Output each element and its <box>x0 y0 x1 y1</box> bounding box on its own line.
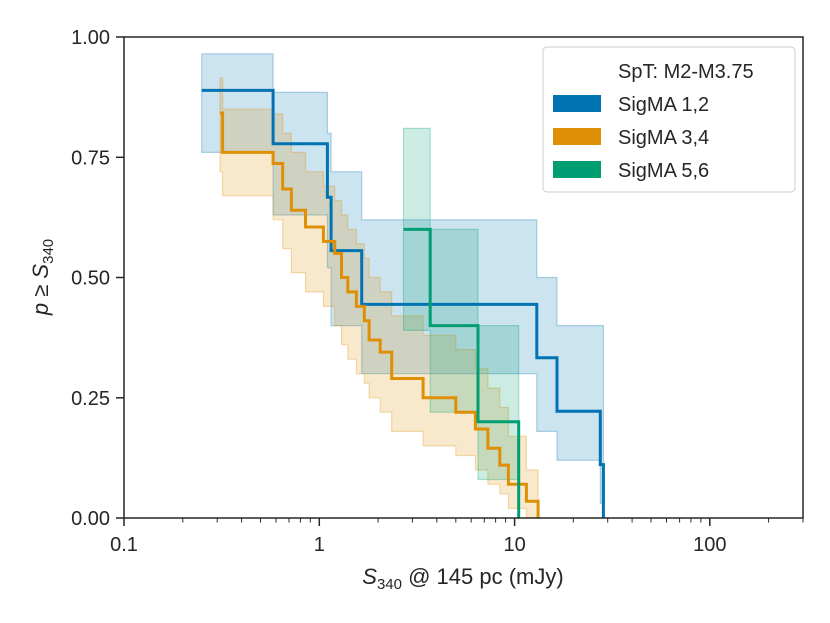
legend-swatch-sigma-3-4 <box>553 128 601 145</box>
legend-swatch-sigma-1-2 <box>553 95 601 112</box>
legend-box <box>542 46 796 193</box>
legend-label-sigma-1-2: SigMA 1,2 <box>618 94 709 116</box>
y-tick-label: 0.25 <box>71 388 110 410</box>
series-lines <box>201 88 605 518</box>
line-sigma-5-6 <box>403 227 521 518</box>
line-sigma-3-4 <box>220 111 540 518</box>
line-sigma-1-2 <box>201 88 605 518</box>
legend-title: SpT: M2-M3.75 <box>618 61 754 83</box>
y-axis-label: p ≥ S340 <box>28 239 57 316</box>
y-tick-label: 1.00 <box>71 27 110 49</box>
legend-swatch-sigma-5-6 <box>553 161 601 178</box>
x-tick-label: 0.1 <box>110 534 138 556</box>
legend-label-sigma-3-4: SigMA 3,4 <box>618 127 709 149</box>
x-tick-label: 1 <box>314 534 325 556</box>
y-tick-label: 0.00 <box>71 508 110 530</box>
y-tick-label: 0.75 <box>71 147 110 169</box>
y-axis-ticks: 0.00 0.25 0.50 0.75 1.00 <box>71 27 124 530</box>
x-tick-label: 100 <box>693 534 726 556</box>
x-tick-label: 10 <box>503 534 525 556</box>
x-axis-ticks: 0.1 1 10 100 <box>110 518 804 556</box>
legend-label-sigma-5-6: SigMA 5,6 <box>618 160 709 182</box>
x-axis-label: S340 @ 145 pc (mJy) <box>362 564 563 593</box>
legend: SpT: M2-M3.75 SigMA 1,2 SigMA 3,4 SigMA … <box>542 46 796 193</box>
y-tick-label: 0.50 <box>71 268 110 290</box>
